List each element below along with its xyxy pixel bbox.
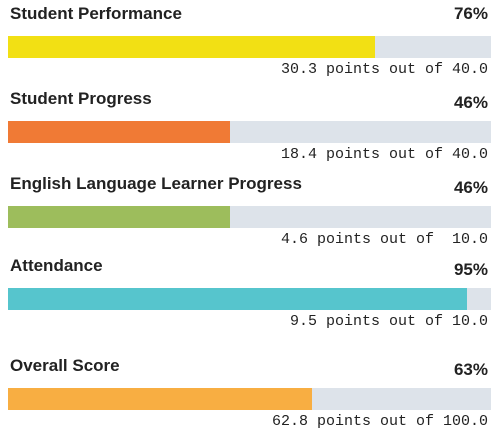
row-title: Overall Score [10,356,120,375]
percent-label: 76% [453,4,488,23]
bar-fill [8,388,313,410]
points-text: 4.6 points out of 10.0 [280,231,488,248]
percent-label: 63% [453,360,488,379]
bar-fill [8,206,231,228]
bar-fill [8,121,231,143]
points-text: 9.5 points out of 10.0 [289,313,488,330]
row-title: Attendance [10,256,103,275]
points-text: 62.8 points out of 100.0 [271,413,488,429]
points-text: 18.4 points out of 40.0 [280,146,488,163]
bar-fill [8,36,376,58]
bar-track [8,288,491,310]
bar-track [8,36,491,58]
bar-track [8,206,491,228]
row-title: Student Progress [10,89,152,108]
percent-label: 95% [453,260,488,279]
row-title: Student Performance [10,4,182,23]
bar-track [8,388,491,410]
percent-label: 46% [453,178,488,197]
bar-fill [8,288,467,310]
row-title: English Language Learner Progress [10,174,302,193]
bar-track [8,121,491,143]
percent-label: 46% [453,93,488,112]
points-text: 30.3 points out of 40.0 [280,61,488,78]
